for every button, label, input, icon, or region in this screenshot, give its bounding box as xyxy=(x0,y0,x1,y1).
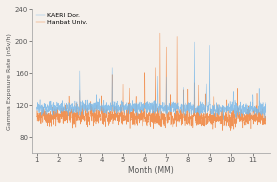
Hanbat Univ. xyxy=(141,117,144,119)
Hanbat Univ. xyxy=(264,120,267,122)
KAERI Dor. xyxy=(222,118,225,121)
Hanbat Univ. xyxy=(35,115,39,118)
Hanbat Univ. xyxy=(137,113,140,115)
Hanbat Univ. xyxy=(62,113,65,115)
KAERI Dor. xyxy=(132,103,135,105)
KAERI Dor. xyxy=(53,108,56,110)
Hanbat Univ. xyxy=(166,122,169,124)
Hanbat Univ. xyxy=(132,116,135,118)
KAERI Dor. xyxy=(137,103,140,105)
Hanbat Univ. xyxy=(53,118,56,120)
KAERI Dor. xyxy=(264,102,267,104)
Line: Hanbat Univ.: Hanbat Univ. xyxy=(37,33,266,131)
Y-axis label: Gamma Exposure Rate (nSv/h): Gamma Exposure Rate (nSv/h) xyxy=(7,33,12,130)
KAERI Dor. xyxy=(141,104,144,106)
KAERI Dor. xyxy=(165,113,169,115)
KAERI Dor. xyxy=(62,108,65,111)
KAERI Dor. xyxy=(35,108,39,110)
X-axis label: Month (MM): Month (MM) xyxy=(128,166,174,175)
Hanbat Univ. xyxy=(158,32,161,34)
Line: KAERI Dor.: KAERI Dor. xyxy=(37,42,266,120)
Legend: KAERI Dor., Hanbat Univ.: KAERI Dor., Hanbat Univ. xyxy=(34,11,89,26)
KAERI Dor. xyxy=(193,41,196,43)
Hanbat Univ. xyxy=(229,130,232,132)
